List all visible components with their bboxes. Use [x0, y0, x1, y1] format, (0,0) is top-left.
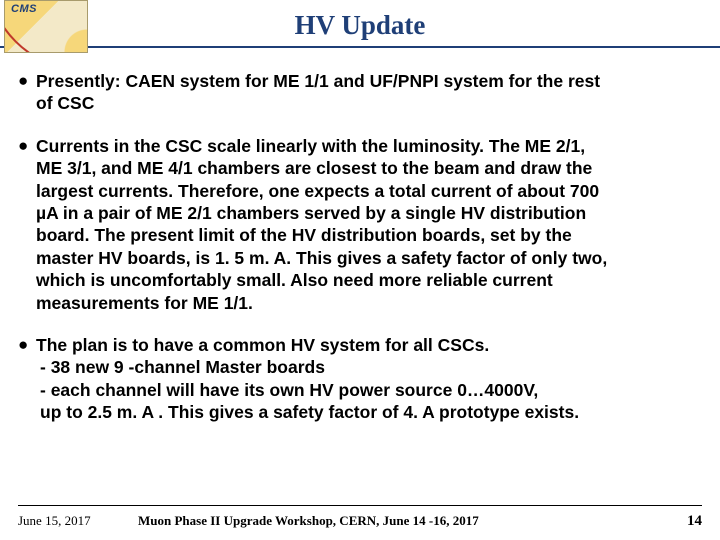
bullet-marker: ●: [18, 135, 36, 157]
bullet-line: The plan is to have a common HV system f…: [36, 335, 489, 355]
footer-divider: [18, 505, 702, 506]
slide-content: ● Presently: CAEN system for ME 1/1 and …: [18, 70, 702, 443]
bullet-line: board. The present limit of the HV distr…: [36, 225, 572, 245]
bullet-text: Presently: CAEN system for ME 1/1 and UF…: [36, 70, 702, 115]
bullet-line: Currents in the CSC scale linearly with …: [36, 136, 585, 156]
footer-date: June 15, 2017: [18, 513, 138, 529]
bullet-line: Presently: CAEN system for ME 1/1 and UF…: [36, 71, 600, 91]
bullet-text: Currents in the CSC scale linearly with …: [36, 135, 702, 314]
bullet-line: master HV boards, is 1. 5 m. A. This giv…: [36, 248, 607, 268]
bullet-line: of CSC: [36, 93, 94, 113]
bullet-line: ME 3/1, and ME 4/1 chambers are closest …: [36, 158, 592, 178]
bullet-line: - 38 new 9 -channel Master boards: [36, 357, 325, 377]
bullet-line: - each channel will have its own HV powe…: [36, 380, 538, 400]
bullet-line: which is uncomfortably small. Also need …: [36, 270, 553, 290]
bullet-line: µA in a pair of ME 2/1 chambers served b…: [36, 203, 586, 223]
bullet-line: up to 2.5 m. A . This gives a safety fac…: [36, 402, 579, 422]
slide-title: HV Update: [0, 10, 720, 41]
bullet-marker: ●: [18, 70, 36, 92]
footer-page-number: 14: [662, 513, 702, 530]
header-divider: [0, 46, 720, 48]
bullet-text: The plan is to have a common HV system f…: [36, 334, 702, 424]
footer: June 15, 2017 Muon Phase II Upgrade Work…: [18, 513, 702, 530]
footer-venue: Muon Phase II Upgrade Workshop, CERN, Ju…: [138, 513, 662, 529]
bullet-line: largest currents. Therefore, one expects…: [36, 181, 599, 201]
slide: CMS HV Update ● Presently: CAEN system f…: [0, 0, 720, 540]
bullet-item: ● Presently: CAEN system for ME 1/1 and …: [18, 70, 702, 115]
bullet-marker: ●: [18, 334, 36, 356]
bullet-item: ● The plan is to have a common HV system…: [18, 334, 702, 424]
bullet-line: measurements for ME 1/1.: [36, 293, 253, 313]
bullet-item: ● Currents in the CSC scale linearly wit…: [18, 135, 702, 314]
